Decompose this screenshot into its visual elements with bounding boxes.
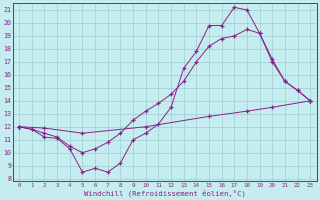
X-axis label: Windchill (Refroidissement éolien,°C): Windchill (Refroidissement éolien,°C) xyxy=(84,189,246,197)
